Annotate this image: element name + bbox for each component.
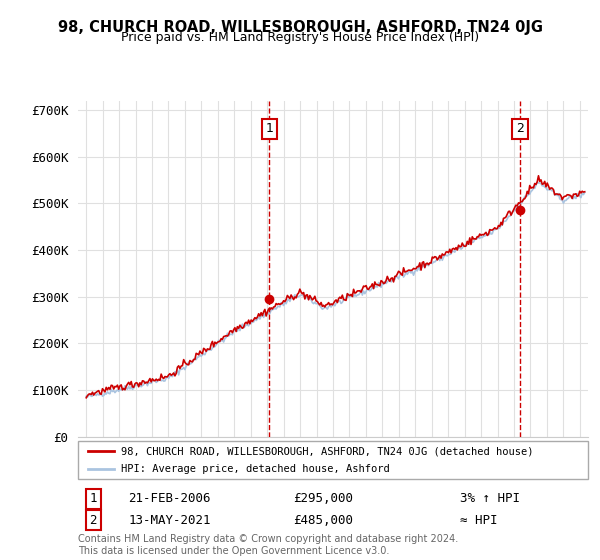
Text: 1: 1 [89, 492, 97, 506]
Text: HPI: Average price, detached house, Ashford: HPI: Average price, detached house, Ashf… [121, 464, 390, 474]
Text: 13-MAY-2021: 13-MAY-2021 [128, 514, 211, 527]
Text: 1: 1 [265, 122, 273, 136]
Text: £295,000: £295,000 [293, 492, 353, 506]
Text: ≈ HPI: ≈ HPI [461, 514, 498, 527]
Text: Price paid vs. HM Land Registry's House Price Index (HPI): Price paid vs. HM Land Registry's House … [121, 31, 479, 44]
Text: 2: 2 [516, 122, 524, 136]
FancyBboxPatch shape [78, 441, 588, 479]
Text: 98, CHURCH ROAD, WILLESBOROUGH, ASHFORD, TN24 0JG (detached house): 98, CHURCH ROAD, WILLESBOROUGH, ASHFORD,… [121, 446, 534, 456]
Text: Contains HM Land Registry data © Crown copyright and database right 2024.
This d: Contains HM Land Registry data © Crown c… [78, 534, 458, 556]
Text: £485,000: £485,000 [293, 514, 353, 527]
Text: 3% ↑ HPI: 3% ↑ HPI [461, 492, 521, 506]
Text: 21-FEB-2006: 21-FEB-2006 [128, 492, 211, 506]
Text: 2: 2 [89, 514, 97, 527]
Text: 98, CHURCH ROAD, WILLESBOROUGH, ASHFORD, TN24 0JG: 98, CHURCH ROAD, WILLESBOROUGH, ASHFORD,… [58, 20, 542, 35]
